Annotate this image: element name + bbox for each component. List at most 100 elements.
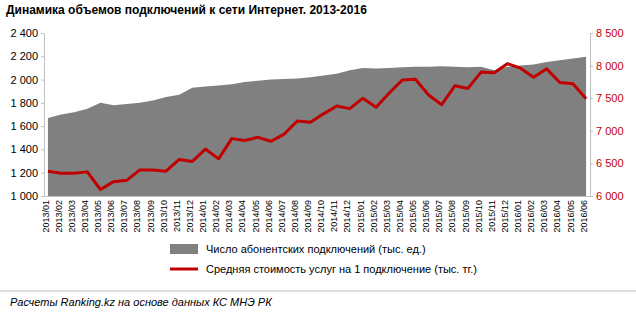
tick: 2014/06	[264, 196, 274, 233]
tick-label: 2016/03	[539, 200, 549, 233]
tick: 2015/10	[474, 196, 484, 233]
tick: 2014/12	[342, 196, 352, 233]
tick-label: 2013/10	[159, 200, 169, 233]
tick: 2013/09	[146, 196, 156, 233]
tick-label: 1 200	[10, 167, 38, 179]
tick-label: 2014/07	[277, 200, 287, 233]
tick-label: 2014/10	[316, 200, 326, 233]
tick: 2016/02	[526, 196, 536, 233]
tick: 2014/09	[303, 196, 313, 233]
tick: 1 200	[10, 167, 44, 179]
tick-mark	[41, 196, 44, 197]
tick-mark	[590, 131, 593, 132]
tick: 2015/05	[408, 196, 418, 233]
tick-label: 2015/03	[382, 200, 392, 233]
legend-label: Средняя стоимость услуг на 1 подключение…	[206, 263, 477, 275]
tick: 2015/02	[369, 196, 379, 233]
legend-swatch	[170, 244, 198, 254]
tick: 2013/06	[106, 196, 116, 233]
tick-label: 2013/05	[93, 200, 103, 233]
tick-label: 2015/12	[500, 200, 510, 233]
legend-swatch	[170, 268, 198, 271]
tick: 2014/04	[237, 196, 247, 233]
legend-label: Число абонентских подключений (тыс. ед.)	[206, 243, 426, 255]
tick-mark	[590, 33, 593, 34]
series-group	[48, 57, 586, 196]
tick: 1 400	[10, 143, 44, 155]
tick-label: 1 400	[10, 143, 38, 155]
tick: 2013/07	[119, 196, 129, 233]
tick-label: 2016/01	[513, 200, 523, 233]
tick-label: 2014/02	[211, 200, 221, 233]
tick-label: 2014/05	[251, 200, 261, 233]
tick-label: 8 500	[596, 27, 624, 39]
legend-item: Число абонентских подключений (тыс. ед.)	[170, 243, 426, 255]
tick-label: 2016/04	[552, 200, 562, 233]
tick-label: 2015/08	[447, 200, 457, 233]
tick: 2014/07	[277, 196, 287, 233]
tick-label: 2014/09	[303, 200, 313, 233]
separator	[0, 291, 636, 292]
tick-label: 2013/04	[80, 200, 90, 233]
tick-label: 2014/03	[224, 200, 234, 233]
tick: 2014/08	[290, 196, 300, 233]
tick-label: 2013/11	[172, 200, 182, 232]
tick-mark	[590, 66, 593, 67]
tick: 2014/11	[329, 196, 339, 232]
tick: 2 400	[10, 27, 44, 39]
tick: 2016/06	[579, 196, 589, 233]
tick-label: 2015/01	[356, 200, 366, 233]
tick: 2013/12	[185, 196, 195, 233]
tick-label: 2015/09	[461, 200, 471, 233]
tick-label: 2016/02	[526, 200, 536, 233]
title: Динамика объемов подключений к сети Инте…	[6, 3, 367, 17]
tick-label: 2015/06	[421, 200, 431, 233]
tick-label: 6 500	[596, 157, 624, 169]
tick: 1 800	[10, 97, 44, 109]
tick: 2013/04	[80, 196, 90, 233]
tick: 2015/09	[461, 196, 471, 233]
tick-label: 2013/12	[185, 200, 195, 233]
plot-area: 1 000 1 200 1 400 1 600 1 800 2 000 2 200 2 400…	[10, 27, 623, 233]
tick-label: 2015/11	[487, 200, 497, 232]
axis-line	[44, 34, 45, 197]
tick: 2 200	[10, 50, 44, 62]
tick-mark	[41, 103, 44, 104]
tick: 2014/02	[211, 196, 221, 233]
tick: 2015/07	[434, 196, 444, 233]
axis-line	[590, 34, 591, 197]
tick: 2014/03	[224, 196, 234, 233]
tick: 2014/01	[198, 196, 208, 233]
tick-label: 2015/10	[474, 200, 484, 233]
tick-label: 1 600	[10, 120, 38, 132]
tick-label: 2015/04	[395, 200, 405, 233]
tick-label: 6 000	[596, 190, 624, 202]
tick: 2014/05	[251, 196, 261, 233]
tick-label: 7 000	[596, 125, 624, 137]
tick-label: 2 000	[10, 74, 38, 86]
tick-label: 2015/02	[369, 200, 379, 233]
tick: 2016/01	[513, 196, 523, 233]
tick: 2016/05	[566, 196, 576, 233]
area	[48, 57, 586, 196]
tick-label: 2013/01	[41, 200, 51, 233]
tick: 6 000	[590, 190, 624, 202]
tick-label: 2013/09	[146, 200, 156, 233]
tick: 1 600	[10, 120, 44, 132]
tick-label: 2013/08	[132, 200, 142, 233]
tick: 2015/11	[487, 196, 497, 232]
tick-label: 2016/06	[579, 200, 589, 233]
tick: 2015/12	[500, 196, 510, 233]
tick: 2015/06	[421, 196, 431, 233]
tick: 6 500	[590, 157, 624, 169]
source: Расчеты Ranking.kz на основе данных КС М…	[10, 296, 272, 308]
tick-label: 1 000	[10, 190, 38, 202]
tick: 2013/01	[41, 196, 51, 233]
tick-mark	[590, 163, 593, 164]
tick: 2015/01	[356, 196, 366, 233]
tick: 8 500	[590, 27, 624, 39]
legend: Число абонентских подключений (тыс. ед.)…	[170, 243, 477, 275]
tick: 2013/05	[93, 196, 103, 233]
x-axis: 2013/012013/022013/032013/042013/052013/…	[41, 196, 591, 233]
tick-label: 2014/08	[290, 200, 300, 233]
